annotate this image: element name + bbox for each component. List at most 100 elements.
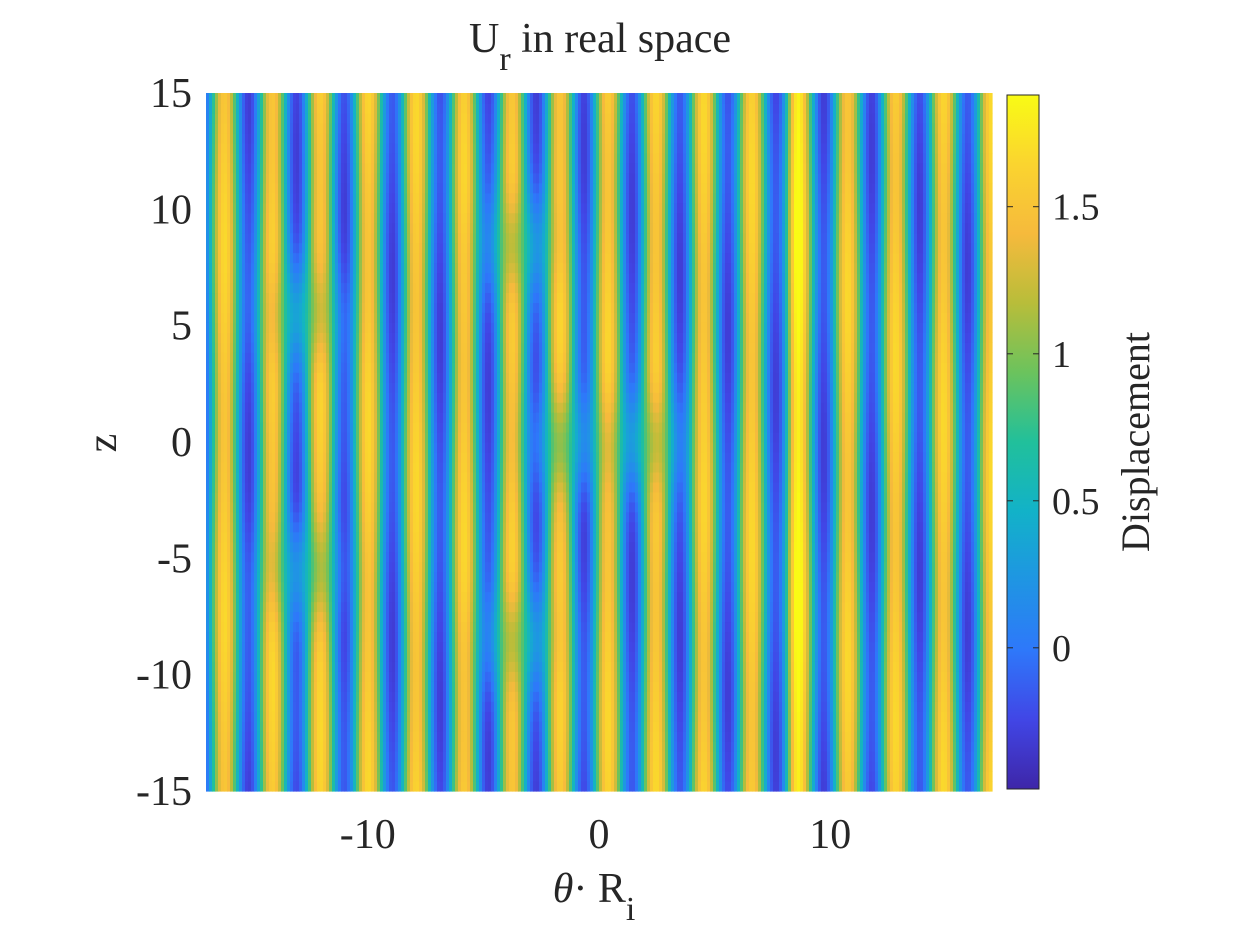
heatmap-cell — [302, 571, 306, 583]
heatmap-cell — [368, 302, 372, 313]
heatmap-cell — [419, 781, 423, 792]
heatmap-cell — [350, 671, 354, 682]
heatmap-cell — [413, 402, 417, 413]
heatmap-cell — [215, 222, 219, 234]
heatmap-cell — [287, 182, 291, 194]
heatmap-cell — [260, 601, 264, 613]
heatmap-cell — [206, 561, 210, 573]
heatmap-cell — [329, 372, 333, 383]
heatmap-cell — [326, 112, 330, 124]
heatmap-cell — [236, 422, 240, 433]
heatmap-cell — [275, 372, 279, 383]
heatmap-cell — [401, 252, 405, 264]
heatmap-cell — [296, 112, 300, 124]
heatmap-cell — [281, 471, 285, 483]
heatmap-cell — [404, 721, 408, 732]
heatmap-cell — [269, 312, 273, 323]
heatmap-cell — [233, 142, 237, 154]
heatmap-cell — [272, 641, 276, 652]
heatmap-cell — [299, 481, 303, 493]
heatmap-cell — [305, 362, 309, 373]
heatmap-cell — [332, 252, 336, 264]
heatmap-cell — [254, 711, 258, 722]
heatmap-cell — [311, 581, 315, 593]
heatmap-cell — [386, 332, 390, 343]
heatmap-cell — [209, 481, 213, 493]
heatmap-cell — [416, 342, 420, 353]
heatmap-cell — [335, 601, 339, 613]
heatmap-cell — [245, 631, 249, 643]
heatmap-cell — [260, 132, 264, 144]
heatmap-cell — [353, 322, 357, 333]
heatmap-cell — [398, 162, 402, 174]
heatmap-cell — [329, 272, 333, 284]
heatmap-cell — [251, 222, 255, 234]
heatmap-cell — [395, 442, 399, 453]
heatmap-cell — [230, 581, 234, 593]
heatmap-cell — [212, 312, 216, 323]
heatmap-cell — [233, 611, 237, 623]
heatmap-cell — [275, 432, 279, 443]
heatmap-cell — [404, 222, 408, 234]
heatmap-cell — [257, 781, 261, 792]
heatmap-cell — [293, 432, 297, 443]
heatmap-cell — [389, 601, 393, 613]
heatmap-cell — [209, 312, 213, 323]
heatmap-cell — [314, 172, 318, 184]
heatmap-cell — [407, 561, 411, 573]
heatmap-cell — [380, 711, 384, 722]
heatmap-cell — [290, 122, 294, 134]
heatmap-cell — [233, 701, 237, 712]
heatmap-cell — [413, 561, 417, 573]
heatmap-cell — [287, 761, 291, 772]
heatmap-cell — [317, 471, 321, 483]
heatmap-cell — [236, 432, 240, 443]
heatmap-cell — [413, 781, 417, 792]
heatmap-cell — [395, 312, 399, 323]
heatmap-cell — [251, 471, 255, 483]
heatmap-cell — [227, 162, 231, 174]
heatmap-cell — [317, 701, 321, 712]
heatmap-cell — [359, 412, 363, 423]
heatmap-cell — [230, 292, 234, 303]
heatmap-cell — [359, 691, 363, 702]
heatmap-cell — [236, 342, 240, 353]
heatmap-cell — [341, 551, 345, 563]
heatmap-cell — [401, 751, 405, 762]
heatmap-cell — [245, 561, 249, 573]
heatmap-cell — [344, 521, 348, 533]
heatmap-cell — [350, 212, 354, 224]
heatmap-cell — [311, 392, 315, 403]
heatmap-cell — [242, 252, 246, 264]
heatmap-cell — [284, 392, 288, 403]
heatmap-cell — [395, 362, 399, 373]
heatmap-cell — [251, 621, 255, 633]
heatmap-cell — [356, 93, 360, 104]
heatmap-cell — [212, 132, 216, 144]
heatmap-cell — [224, 631, 228, 643]
heatmap-cell — [290, 432, 294, 443]
heatmap-cell — [209, 352, 213, 363]
heatmap-cell — [392, 691, 396, 702]
heatmap-cell — [419, 621, 423, 633]
heatmap-cell — [392, 412, 396, 423]
heatmap-cell — [275, 551, 279, 563]
heatmap-cell — [278, 721, 282, 732]
heatmap-cell — [374, 342, 378, 353]
heatmap-cell — [260, 112, 264, 124]
heatmap-cell — [356, 212, 360, 224]
heatmap-cell — [365, 561, 369, 573]
heatmap-cell — [416, 711, 420, 722]
heatmap-cell — [347, 681, 351, 692]
heatmap-cell — [257, 711, 261, 722]
heatmap-cell — [230, 571, 234, 583]
heatmap-cell — [224, 511, 228, 523]
heatmap-cell — [410, 232, 414, 244]
heatmap-cell — [314, 491, 318, 503]
heatmap-cell — [323, 651, 327, 662]
heatmap-cell — [272, 342, 276, 353]
heatmap-cell — [290, 422, 294, 433]
heatmap-cell — [227, 591, 231, 603]
heatmap-cell — [293, 322, 297, 333]
heatmap-cell — [335, 551, 339, 563]
